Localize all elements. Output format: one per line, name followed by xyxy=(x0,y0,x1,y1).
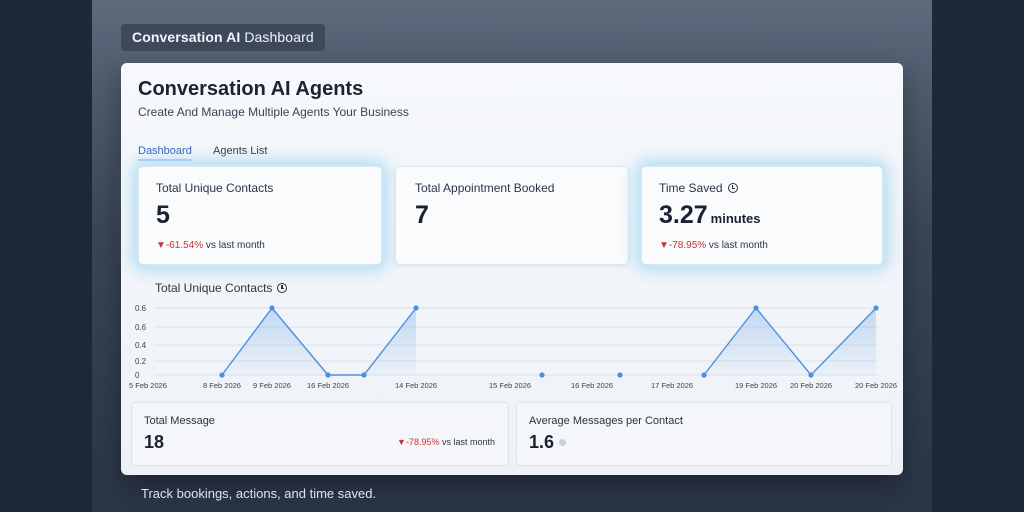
data-point xyxy=(361,372,367,378)
tag-rest: Dashboard xyxy=(240,29,314,45)
background-left xyxy=(0,0,92,512)
series-line xyxy=(703,306,877,377)
stat-value: 3.27 minutes xyxy=(659,201,761,230)
stat-card-appointments[interactable]: Total Appointment Booked 7 xyxy=(395,166,629,265)
delta-suffix: vs last month xyxy=(203,240,265,251)
data-point xyxy=(873,305,879,311)
dashboard-tag: Conversation AI Dashboard xyxy=(121,24,325,51)
delta-value: ▼-61.54% xyxy=(156,240,204,251)
x-tick-label: 16 Feb 2026 xyxy=(571,381,613,390)
stat-label-text: Time Saved xyxy=(659,181,723,195)
bc-value-number: 1.6 xyxy=(529,432,555,452)
stat-unit: minutes xyxy=(710,211,761,226)
x-tick-label: 19 Feb 2026 xyxy=(735,381,777,390)
y-tick-label: 0.6 xyxy=(135,304,147,313)
x-tick-label: 20 Feb 2026 xyxy=(855,381,897,390)
y-tick-label: 0 xyxy=(135,371,140,380)
page-title: Conversation AI Agents xyxy=(138,78,364,100)
y-tick-label: 0.6 xyxy=(135,323,147,332)
caption: Track bookings, actions, and time saved. xyxy=(141,486,377,501)
average-messages-card[interactable]: Average Messages per Contact 1.6 xyxy=(516,402,892,466)
unique-contacts-chart: 0.6 0.6 0.4 0.2 05 Feb 2026 8 Feb 2026 9 Feb 2… xyxy=(129,304,897,390)
y-tick-label: 0.2 xyxy=(135,357,147,366)
x-tick-label: 17 Feb 2026 xyxy=(651,381,693,390)
info-dot-icon xyxy=(559,439,567,446)
delta-value: ▼-78.95% xyxy=(397,437,440,447)
data-point xyxy=(808,372,814,378)
dashboard-panel: Conversation AI Agents Create And Manage… xyxy=(121,63,903,475)
bc-value: 18 xyxy=(144,432,165,452)
data-point xyxy=(617,372,623,378)
stat-label: Total Appointment Booked xyxy=(415,181,555,195)
stat-delta: ▼-78.95% vs last month xyxy=(659,240,768,251)
background-right xyxy=(932,0,1024,512)
x-tick-label: 15 Feb 2026 xyxy=(489,381,531,390)
x-tick-label: 9 Feb 2026 xyxy=(253,381,291,390)
tab-dashboard[interactable]: Dashboard xyxy=(138,145,192,161)
stat-value-number: 3.27 xyxy=(659,201,708,229)
x-tick-label: 8 Feb 2026 xyxy=(203,381,241,390)
data-point xyxy=(413,305,419,311)
data-point xyxy=(269,305,275,311)
stat-card-unique-contacts[interactable]: Total Unique Contacts 5 ▼-61.54% vs last… xyxy=(138,166,382,265)
x-tick-label: 16 Feb 2026 xyxy=(307,381,349,390)
series-area xyxy=(704,308,876,375)
clock-icon xyxy=(277,283,288,293)
data-point xyxy=(753,305,759,311)
y-tick-label: 0.4 xyxy=(135,341,147,350)
bc-label: Total Message xyxy=(144,415,215,427)
series-area xyxy=(222,308,416,375)
bc-delta: ▼-78.95% vs last month xyxy=(397,437,495,447)
data-point xyxy=(701,372,707,378)
page-subtitle: Create And Manage Multiple Agents Your B… xyxy=(138,105,409,119)
data-point xyxy=(539,372,545,378)
chart-title-text: Total Unique Contacts xyxy=(155,281,273,295)
total-message-card[interactable]: Total Message 18 ▼-78.95% vs last month xyxy=(131,402,509,466)
bc-value: 1.6 xyxy=(529,432,567,453)
data-point xyxy=(325,372,331,378)
x-tick-label: 20 Feb 2026 xyxy=(790,381,832,390)
tag-strong: Conversation AI xyxy=(132,29,241,45)
delta-suffix: vs last month xyxy=(439,437,495,447)
delta-suffix: vs last month xyxy=(706,240,768,251)
stat-value: 7 xyxy=(415,201,429,229)
chart-title: Total Unique Contacts xyxy=(155,281,288,295)
stat-card-time-saved[interactable]: Time Saved 3.27 minutes ▼-78.95% vs last … xyxy=(641,166,883,265)
clock-icon xyxy=(727,183,738,193)
stat-label: Total Unique Contacts xyxy=(156,181,274,195)
stat-label: Time Saved xyxy=(659,181,738,195)
data-point xyxy=(219,372,225,378)
x-tick-label: 5 Feb 2026 xyxy=(129,381,167,390)
stat-delta: ▼-61.54% vs last month xyxy=(156,240,265,251)
x-tick-label: 14 Feb 2026 xyxy=(395,381,437,390)
delta-value: ▼-78.95% xyxy=(659,240,707,251)
stat-value: 5 xyxy=(156,201,170,229)
bc-label: Average Messages per Contact xyxy=(529,415,683,427)
tab-agents-list[interactable]: Agents List xyxy=(213,145,268,157)
